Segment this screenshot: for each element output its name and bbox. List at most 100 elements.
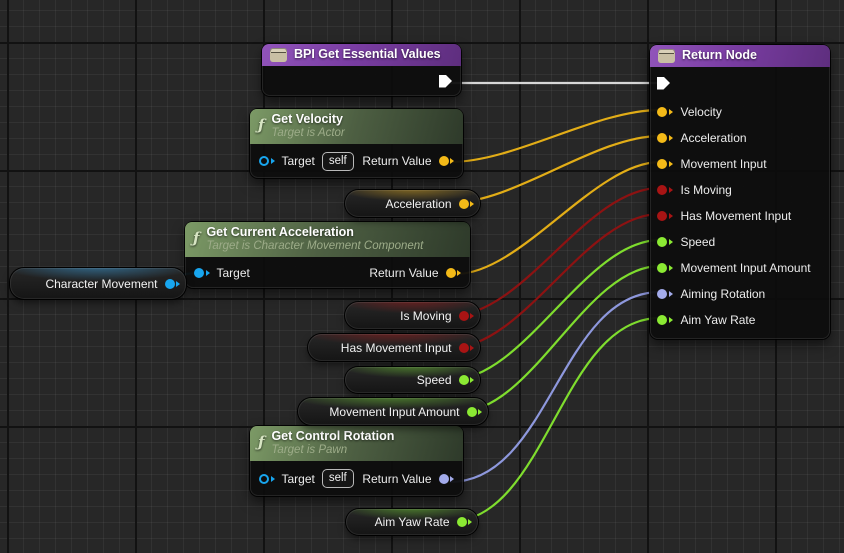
- pin-has-movement-input[interactable]: [657, 211, 673, 221]
- pin-speed[interactable]: [657, 237, 673, 247]
- node-bpi-get-essential-values[interactable]: BPI Get Essential Values: [262, 44, 461, 96]
- return-pin-row: Speed: [650, 229, 830, 255]
- node-header: Return Node: [650, 45, 830, 67]
- node-subtitle: Target is Character Movement Component: [206, 240, 424, 252]
- node-subtitle: Target is Actor: [271, 127, 345, 139]
- pin-label: Target: [216, 265, 250, 280]
- pill-label: Speed: [416, 373, 452, 387]
- wire-has-movement-input[interactable]: [449, 212, 661, 350]
- output-pin[interactable]: [164, 278, 180, 289]
- pill-label: Acceleration: [385, 196, 452, 211]
- node-header: ƒ Get Velocity Target is Actor: [250, 109, 463, 144]
- function-icon: ƒ: [258, 116, 265, 134]
- target-input-pin[interactable]: [259, 156, 275, 166]
- pill-label: Movement Input Amount: [329, 404, 460, 419]
- pill-acceleration[interactable]: Acceleration: [345, 190, 480, 217]
- pin-velocity[interactable]: [657, 107, 673, 117]
- pin-label: Aiming Rotation: [680, 287, 766, 301]
- pin-movement-input-amount[interactable]: [657, 263, 673, 273]
- target-input-pin[interactable]: [194, 267, 210, 278]
- pin-label: Is Moving: [680, 183, 732, 197]
- pin-label: Velocity: [680, 105, 722, 119]
- self-target-box[interactable]: self: [321, 469, 354, 488]
- function-icon: ƒ: [193, 229, 200, 247]
- pin-label: Return Value: [369, 265, 439, 280]
- output-pin[interactable]: [458, 198, 474, 209]
- node-header: BPI Get Essential Values: [262, 44, 461, 66]
- pin-acceleration[interactable]: [657, 133, 673, 143]
- pin-label: Acceleration: [680, 131, 747, 145]
- return-pin-row: Movement Input: [650, 151, 830, 177]
- return-pin-row: Is Moving: [650, 177, 830, 203]
- pill-has-movement-input[interactable]: Has Movement Input: [308, 334, 480, 361]
- node-return[interactable]: Return Node Velocity Acceleration Moveme…: [650, 45, 830, 339]
- pill-label: Aim Yaw Rate: [374, 515, 450, 529]
- node-header: ƒ Get Control Rotation Target is Pawn: [250, 426, 463, 461]
- return-pin-row: Acceleration: [650, 125, 830, 151]
- node-body: Target self Return Value: [250, 461, 463, 496]
- node-title: Return Node: [682, 48, 757, 62]
- pill-speed[interactable]: Speed: [345, 367, 480, 393]
- output-pin[interactable]: [458, 342, 474, 353]
- wire-velocity[interactable]: [449, 108, 661, 164]
- pill-label: Has Movement Input: [340, 340, 452, 355]
- pill-is-moving[interactable]: Is Moving: [345, 302, 480, 329]
- pill-label: Is Moving: [400, 308, 452, 323]
- node-title: Get Control Rotation: [271, 429, 395, 443]
- return-pin-row: Aim Yaw Rate: [650, 307, 830, 333]
- wire-is-moving[interactable]: [449, 186, 661, 318]
- pin-label: Return Value: [362, 154, 432, 168]
- node-body: Target self Return Value: [250, 144, 463, 178]
- pin-label: Has Movement Input: [680, 209, 792, 223]
- exec-output-pin[interactable]: [439, 74, 452, 88]
- return-value-pin[interactable]: [438, 156, 454, 166]
- node-body: [262, 66, 461, 96]
- pin-label: Movement Input Amount: [680, 261, 811, 275]
- pin-aim-yaw-rate[interactable]: [657, 315, 673, 325]
- target-input-pin[interactable]: [259, 474, 275, 484]
- exec-input-row: [650, 67, 830, 99]
- wire-movement-input[interactable]: [455, 160, 661, 276]
- pill-aim-yaw-rate[interactable]: Aim Yaw Rate: [346, 509, 478, 535]
- pin-is-moving[interactable]: [657, 185, 673, 195]
- wire-movement-input-amount[interactable]: [457, 264, 661, 414]
- exec-input-pin[interactable]: [657, 76, 670, 90]
- pin-label: Aim Yaw Rate: [680, 313, 756, 327]
- pin-movement-input[interactable]: [657, 159, 673, 169]
- pin-label: Target: [281, 154, 315, 168]
- function-icon: ƒ: [258, 433, 265, 451]
- return-pin-row: Movement Input Amount: [650, 255, 830, 281]
- output-pin[interactable]: [466, 406, 482, 417]
- return-value-pin[interactable]: [438, 473, 454, 484]
- node-title: Get Current Acceleration: [206, 225, 354, 239]
- return-pin-row: Velocity: [650, 99, 830, 125]
- node-get-current-acceleration[interactable]: ƒ Get Current Acceleration Target is Cha…: [185, 222, 470, 288]
- function-entry-icon: [270, 47, 287, 62]
- node-get-velocity[interactable]: ƒ Get Velocity Target is Actor Target se…: [250, 109, 463, 178]
- pill-label: Character Movement: [45, 276, 158, 291]
- pill-movement-input-amount[interactable]: Movement Input Amount: [298, 398, 488, 425]
- wire-acceleration[interactable]: [449, 134, 661, 205]
- node-subtitle: Target is Pawn: [271, 444, 348, 456]
- pin-label: Speed: [680, 235, 716, 249]
- return-pin-row: Aiming Rotation: [650, 281, 830, 307]
- pin-label: Movement Input: [680, 157, 767, 171]
- node-title: BPI Get Essential Values: [294, 47, 441, 61]
- return-value-pin[interactable]: [445, 267, 461, 278]
- pill-character-movement[interactable]: Character Movement: [10, 268, 186, 299]
- wire-aiming-rotation[interactable]: [449, 290, 661, 484]
- output-pin[interactable]: [458, 375, 474, 385]
- wire-speed[interactable]: [449, 238, 661, 382]
- self-target-box[interactable]: self: [321, 151, 354, 171]
- output-pin[interactable]: [456, 517, 472, 527]
- pin-label: Target: [281, 471, 315, 486]
- node-body: Velocity Acceleration Movement Input Is …: [650, 67, 830, 339]
- pin-label: Return Value: [362, 471, 432, 486]
- pin-aiming-rotation[interactable]: [657, 289, 673, 299]
- wire-aim-yaw-rate[interactable]: [447, 316, 661, 524]
- output-pin[interactable]: [458, 310, 474, 321]
- node-get-control-rotation[interactable]: ƒ Get Control Rotation Target is Pawn Ta…: [250, 426, 463, 496]
- node-title: Get Velocity: [271, 112, 344, 126]
- return-pin-row: Has Movement Input: [650, 203, 830, 229]
